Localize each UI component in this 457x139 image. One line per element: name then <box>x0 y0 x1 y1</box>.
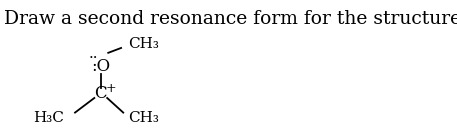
Text: CH₃: CH₃ <box>128 38 159 51</box>
Text: :O: :O <box>91 58 110 75</box>
Text: Draw a second resonance form for the structure shown below.: Draw a second resonance form for the str… <box>4 10 457 28</box>
Text: +: + <box>106 82 117 95</box>
Text: ..: .. <box>89 47 98 61</box>
Text: H₃C: H₃C <box>33 111 64 125</box>
Text: C: C <box>95 85 107 102</box>
Text: CH₃: CH₃ <box>128 111 159 125</box>
